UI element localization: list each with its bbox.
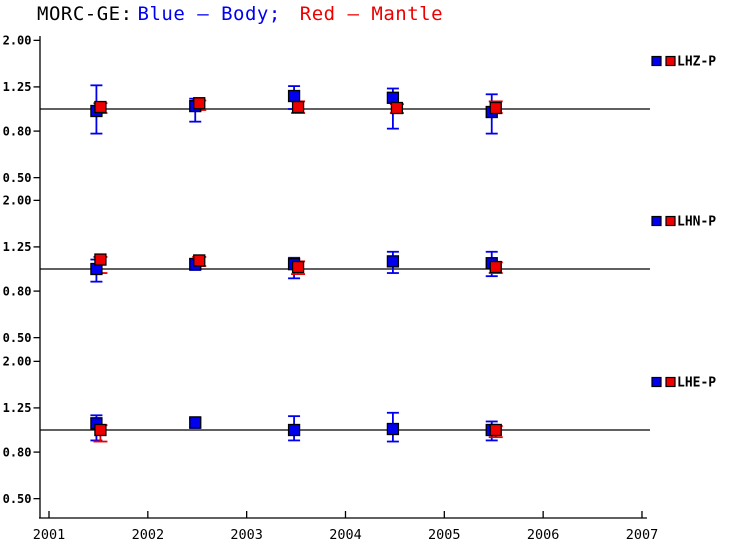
y-tick-label: 0.50 xyxy=(3,331,32,345)
legend-label: LHN-P xyxy=(677,215,716,230)
x-tick-label: 2002 xyxy=(132,527,165,543)
legend-LHE-P: LHE-P xyxy=(651,376,716,391)
y-tick-label: 2.00 xyxy=(3,194,32,208)
x-tick-label: 2004 xyxy=(329,527,362,543)
mantle-square-marker xyxy=(390,101,404,115)
mantle-markers xyxy=(94,253,502,274)
x-tick-label: 2007 xyxy=(626,527,659,543)
body-square-marker xyxy=(189,416,202,429)
y-tick-label: 1.25 xyxy=(3,401,32,415)
mantle-markers xyxy=(94,97,502,115)
mantle-square-marker xyxy=(94,253,107,266)
x-tick-label: 2003 xyxy=(230,527,263,543)
y-tick-label: 1.25 xyxy=(3,80,32,94)
legend-LHZ-P: LHZ-P xyxy=(651,55,716,70)
y-tick-label: 2.00 xyxy=(3,355,32,369)
mantle-square-marker xyxy=(489,423,502,437)
y-tick-label: 0.50 xyxy=(3,171,32,185)
legend-LHN-P: LHN-P xyxy=(651,215,716,230)
x-tick-label: 2006 xyxy=(527,527,560,543)
body-square-marker xyxy=(386,422,400,436)
panel-LHZ-P: 2.00 1.25 0.80 0.50 LHZ-P xyxy=(3,34,717,185)
panel-LHE-P: 2.00 1.25 0.80 0.50 LHE-P xyxy=(3,355,717,506)
title-station: MORC-GE: xyxy=(37,3,133,25)
mantle-square-marker xyxy=(489,101,502,115)
legend-label: LHZ-P xyxy=(677,55,716,70)
panel-LHN-P: 2.00 1.25 0.80 0.50 LHN-P xyxy=(3,194,717,345)
body-square-marker xyxy=(287,89,301,103)
x-axis-labels: 2001 2002 2003 2004 2005 2006 2007 xyxy=(33,527,658,543)
y-tick-label: 0.80 xyxy=(3,445,32,459)
mantle-markers xyxy=(94,423,502,437)
x-tick-label: 2001 xyxy=(33,527,66,543)
title-body-legend: Blue – Body; xyxy=(137,3,281,25)
legend-mantle-swatch xyxy=(665,55,676,67)
legend-body-swatch xyxy=(651,55,662,67)
title-mantle-legend: Red – Mantle xyxy=(299,3,444,25)
axes xyxy=(39,36,647,519)
y-tick-label: 0.50 xyxy=(3,492,32,506)
y-tick-label: 1.25 xyxy=(3,240,32,254)
y-tick-label: 0.80 xyxy=(3,284,32,298)
mantle-square-marker xyxy=(193,254,206,267)
mantle-square-marker xyxy=(94,100,107,114)
legend-mantle-swatch xyxy=(665,215,676,227)
legend-body-swatch xyxy=(651,376,662,388)
body-square-marker xyxy=(386,91,400,104)
legend-mantle-swatch xyxy=(665,376,676,388)
body-square-marker xyxy=(386,255,400,268)
mantle-square-marker xyxy=(489,260,502,274)
legend-body-swatch xyxy=(651,215,662,227)
mantle-square-marker xyxy=(291,260,305,274)
legend-label: LHE-P xyxy=(677,376,716,391)
y-tick-label: 0.80 xyxy=(3,124,32,138)
mantle-square-marker xyxy=(291,100,305,114)
mantle-square-marker xyxy=(94,423,107,437)
chart-title: MORC-GE: Blue – Body; Red – Mantle xyxy=(37,3,443,25)
x-tick-label: 2005 xyxy=(428,527,461,543)
mantle-square-marker xyxy=(193,97,206,110)
y-tick-label: 2.00 xyxy=(3,34,32,48)
body-square-marker xyxy=(287,423,301,437)
